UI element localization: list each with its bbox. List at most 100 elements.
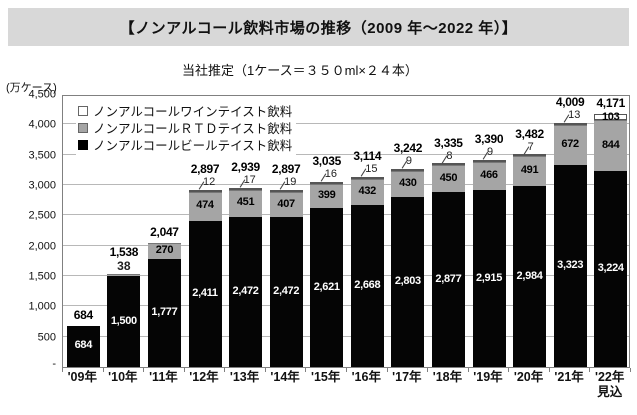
seg-rtd (310, 183, 344, 208)
beer-value-label: 2,984 (516, 269, 543, 282)
y-axis-unit-label: (万ケース) (6, 82, 57, 94)
grid-line (63, 275, 629, 276)
legend-label: ノンアルコールワインテイスト飲料 (93, 105, 293, 119)
beer-value-label: 2,472 (232, 285, 259, 298)
rtd-value-label: 430 (399, 176, 417, 189)
beer-value-label: 3,224 (597, 262, 624, 275)
x-tick-label: '19年 (473, 370, 503, 384)
wine-value-label: 8 (446, 149, 453, 162)
bar-total-label: 3,035 (312, 153, 341, 168)
legend-item-rtd: ノンアルコールＲＴＤテイスト飲料 (78, 119, 292, 136)
bar-total-label: 2,047 (150, 224, 179, 239)
grid-line (63, 214, 629, 216)
seg-rtd (553, 124, 587, 166)
seg-rtd (188, 191, 222, 221)
rtd-value-label: 672 (561, 138, 579, 151)
bar-total-label: 3,335 (434, 135, 463, 150)
seg-rtd (147, 242, 181, 260)
seg-wine (391, 168, 425, 171)
seg-rtd (513, 156, 547, 186)
bar-total-label: 3,482 (515, 126, 544, 141)
x-tick-label: '21年 (554, 370, 584, 384)
seg-wine (269, 190, 303, 193)
beer-value-label: 2,877 (435, 272, 462, 285)
seg-beer (391, 196, 425, 367)
grid-line (63, 153, 629, 155)
rtd-value-label: 474 (196, 199, 214, 212)
beer-value-label: 1,500 (110, 314, 137, 327)
legend-label: ノンアルコールＲＴＤテイスト飲料 (93, 122, 293, 136)
rtd-value-label: 844 (601, 138, 620, 151)
seg-beer (229, 217, 263, 367)
rtd-value-label: 451 (236, 196, 255, 209)
x-axis-tick (224, 368, 226, 372)
bar-total-label: 3,390 (474, 132, 504, 147)
x-axis-tick (183, 368, 185, 372)
bar-total-label: 2,897 (271, 162, 301, 177)
legend-item-beer: ノンアルコールビールテイスト飲料 (78, 136, 292, 153)
rtd-value-label: 432 (358, 185, 377, 198)
x-tick-label: '10年 (108, 370, 138, 384)
seg-beer (594, 171, 628, 367)
wine-value-label: 103 (601, 110, 620, 123)
grid-line (63, 123, 629, 125)
y-axis-tick-labels: - 500 1,000 1,500 2,000 2,500 3,000 3,500 4,000 4… (0, 89, 56, 370)
chart-subtitle: 当社推定（1ケース＝３５０ml×２４本） (182, 63, 418, 78)
bar-total-label: 3,242 (393, 141, 423, 156)
seg-rtd (472, 161, 506, 191)
page-title: 【ノンアルコール飲料市場の推移（2009 年～2022 年）】 (8, 8, 629, 46)
x-axis-tick (305, 368, 307, 372)
y-tick-label: 2,500 (28, 209, 56, 222)
beer-value-label: 684 (74, 339, 93, 352)
x-axis-tick (589, 368, 591, 372)
y-tick-label: 1,000 (28, 300, 56, 313)
x-tick-label: '11年 (149, 370, 178, 384)
wine-value-label: 13 (568, 108, 581, 121)
beer-value-label: 1,777 (151, 306, 178, 319)
wine-value-label: 7 (527, 140, 534, 153)
plot-area: ノンアルコールワインテイスト飲料 ノンアルコールＲＴＤテイスト飲料 ノンアルコー… (62, 95, 630, 368)
y-tick-label: 4,000 (28, 118, 56, 131)
beer-value-label: 2,411 (192, 286, 218, 299)
y-tick-label: 1,500 (28, 270, 56, 283)
seg-beer (513, 185, 547, 367)
seg-wine (350, 176, 384, 179)
beer-value-label: 2,472 (273, 285, 300, 298)
seg-rtd (431, 165, 465, 193)
rtd-value-label: 466 (480, 169, 498, 182)
x-axis-tick (264, 368, 266, 372)
seg-wine (472, 159, 506, 162)
y-tick-label: 3,000 (28, 179, 56, 192)
x-tick-label: '20年 (513, 370, 544, 384)
grid-line (63, 244, 629, 246)
seg-wine (229, 187, 263, 190)
seg-wine (513, 154, 547, 157)
x-tick-label: '22年 見込 (595, 370, 625, 399)
seg-rtd (350, 178, 384, 206)
x-axis-tick (427, 368, 429, 372)
rtd-value-label: 38 (117, 258, 131, 273)
chart-legend: ノンアルコールワインテイスト飲料 ノンアルコールＲＴＤテイスト飲料 ノンアルコー… (76, 101, 297, 155)
beer-value-label: 2,803 (394, 274, 421, 287)
x-axis-tick (548, 368, 550, 372)
grid-line (63, 184, 629, 185)
seg-beer (188, 220, 222, 367)
beer-value-label: 2,915 (475, 271, 503, 284)
seg-wine (188, 189, 222, 192)
seg-rtd (107, 273, 141, 276)
rtd-swatch-icon (78, 122, 88, 133)
seg-rtd (229, 189, 263, 218)
rtd-value-label: 450 (439, 171, 458, 184)
bar-total-label: 2,939 (231, 159, 260, 174)
wine-value-label: 16 (324, 167, 337, 180)
x-tick-label: '17年 (392, 370, 422, 384)
legend-label: ノンアルコールビールテイスト飲料 (93, 139, 293, 153)
seg-wine (594, 113, 628, 121)
wine-value-label: 19 (284, 176, 297, 189)
bar-total-label: 2,897 (190, 162, 220, 177)
wine-value-label: 17 (243, 173, 256, 186)
y-tick-label: 4,500 (28, 88, 56, 101)
seg-beer (472, 190, 506, 367)
wine-value-label: 9 (405, 155, 412, 168)
